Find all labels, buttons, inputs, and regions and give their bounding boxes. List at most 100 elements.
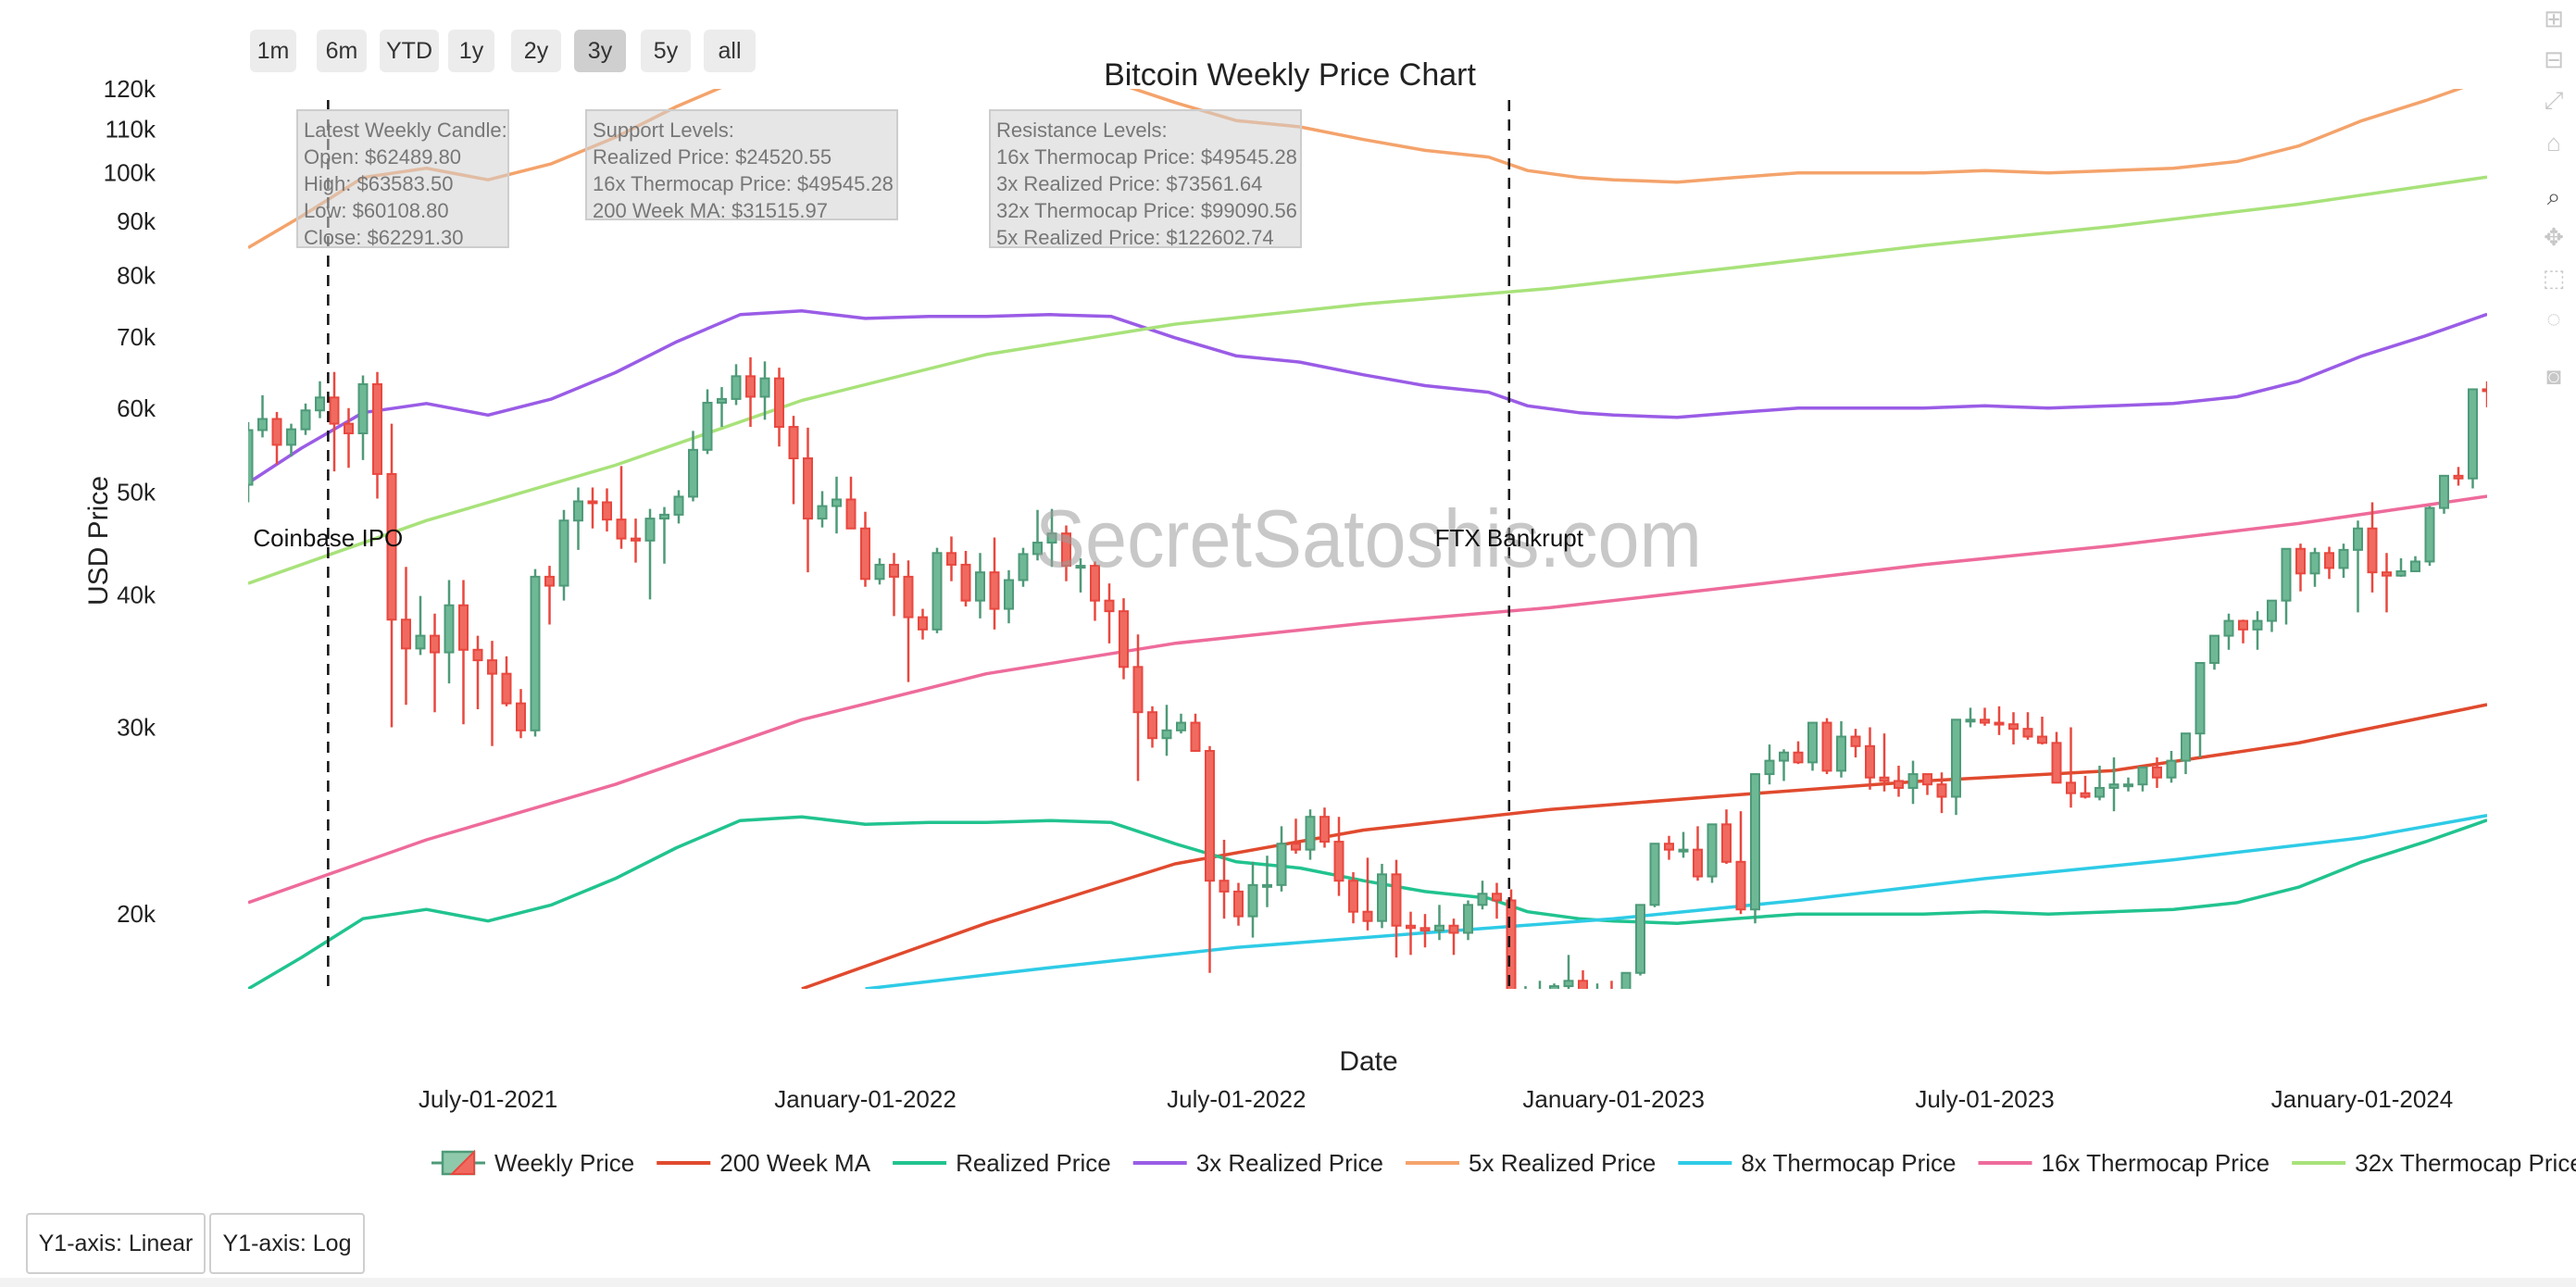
candle [1319, 807, 1330, 848]
lasso-icon[interactable]: ◌ [2546, 305, 2561, 332]
candle [2482, 381, 2487, 407]
candle [2395, 557, 2407, 577]
candle [2181, 732, 2191, 775]
watermark: SecretSatoshis.com [1035, 493, 1702, 584]
candle-high: High: $63583.50 [304, 172, 454, 195]
zoom-icon[interactable]: ⌕ [2546, 182, 2561, 210]
legend-label: 5x Realized Price [1469, 1149, 1656, 1177]
candle-body [1821, 721, 1832, 772]
legend[interactable]: Weekly Price 200 Week MA Realized Price 3x … [431, 1149, 2576, 1177]
range-button-3y[interactable]: 3y [574, 30, 626, 72]
candle-body [1377, 873, 1387, 922]
candle [1595, 983, 1599, 989]
candle-body [659, 513, 669, 520]
candle [1693, 826, 1703, 881]
zoom-out-icon[interactable]: ⊟ [2544, 45, 2564, 73]
legend-label: 200 Week MA [719, 1149, 870, 1177]
candle [1764, 744, 1775, 785]
home-icon[interactable]: ⌂ [2546, 129, 2561, 156]
candle-body [2195, 661, 2206, 735]
candle-body [1980, 718, 1990, 724]
candle-body [1951, 718, 1961, 798]
candle [1563, 955, 1574, 989]
legend-item[interactable]: 3x Realized Price [1132, 1149, 1383, 1177]
candle [1477, 881, 1488, 910]
candle [817, 491, 828, 528]
candle [1807, 721, 1818, 771]
candle-body [2353, 527, 2363, 551]
candle [1793, 741, 1804, 765]
y-tick-label: 20k [117, 900, 156, 928]
candle-body [2166, 759, 2177, 779]
candle [1524, 986, 1527, 989]
range-button-1m[interactable]: 1m [250, 30, 296, 72]
candle [731, 364, 742, 406]
legend-label: 8x Thermocap Price [1741, 1149, 1956, 1177]
candle-body [1907, 773, 1919, 789]
range-button-all[interactable]: all [704, 30, 756, 72]
candle [1419, 914, 1431, 948]
y-axis-linear-button[interactable]: Y1-axis: Linear [26, 1213, 206, 1274]
legend-item[interactable]: 32x Thermocap Price [2292, 1149, 2576, 1177]
autoscale-icon[interactable]: ⤢ [2544, 86, 2564, 114]
candle [1965, 707, 1976, 728]
legend-item[interactable]: Weekly Price [431, 1149, 634, 1177]
candle-body [688, 448, 698, 498]
y-axis-log-button[interactable]: Y1-axis: Log [209, 1213, 365, 1274]
legend-item[interactable]: 5x Realized Price [1406, 1149, 1656, 1177]
legend-label: 32x Thermocap Price [2355, 1149, 2576, 1177]
candle-body [401, 619, 411, 650]
range-button-5y[interactable]: 5y [641, 30, 691, 72]
candle [1922, 773, 1932, 795]
candle-body [1161, 729, 1172, 740]
candle-body [1147, 711, 1157, 740]
candle [946, 536, 957, 581]
range-button-1y[interactable]: 1y [448, 30, 494, 72]
candle [2324, 546, 2334, 580]
range-button-6m[interactable]: 6m [317, 30, 367, 72]
candle [1046, 508, 1057, 568]
range-button-2y[interactable]: 2y [511, 30, 561, 72]
zoom-in-icon[interactable]: ⊞ [2544, 5, 2564, 32]
candle [874, 557, 885, 585]
candle-body [300, 409, 311, 431]
candle-body [1119, 610, 1129, 668]
candle-body [2022, 728, 2033, 738]
candle-body [932, 552, 943, 631]
candle [2223, 613, 2234, 650]
legend-item[interactable]: 16x Thermocap Price [1978, 1149, 2270, 1177]
legend-item[interactable]: 8x Thermocap Price [1678, 1149, 1957, 1177]
candle-body [444, 604, 455, 654]
candle-body [1936, 783, 1947, 798]
candle-body [989, 571, 1000, 610]
candle-body [2281, 547, 2292, 602]
candle [544, 566, 555, 625]
legend-item[interactable]: Realized Price [893, 1149, 1111, 1177]
candle-body [745, 375, 756, 398]
candle [1735, 811, 1746, 915]
candle [1850, 729, 1861, 758]
candle [329, 371, 340, 472]
candle [845, 476, 857, 530]
series-line-3x-realized-price [248, 309, 2487, 485]
candle [401, 567, 411, 706]
camera-icon[interactable]: ◙ [2546, 362, 2561, 390]
candle [1262, 856, 1272, 907]
candle-body [1994, 721, 2005, 726]
candle [860, 511, 870, 587]
candle-body [558, 519, 569, 587]
box-select-icon[interactable]: ⬚ [2542, 264, 2566, 292]
candle-body [2152, 766, 2162, 779]
candle [2353, 520, 2363, 613]
support-realized: Realized Price: $24520.55 [593, 145, 832, 169]
pan-icon[interactable]: ✥ [2544, 223, 2564, 251]
candle-body [1693, 848, 1703, 878]
legend-item[interactable]: 200 Week MA [657, 1149, 871, 1177]
candle [2410, 556, 2420, 572]
candle [300, 403, 311, 435]
candle [989, 537, 1000, 630]
candle [1362, 857, 1373, 931]
y-tick-label: 80k [117, 262, 156, 290]
candle-body [544, 575, 555, 587]
range-button-ytd[interactable]: YTD [380, 30, 439, 72]
